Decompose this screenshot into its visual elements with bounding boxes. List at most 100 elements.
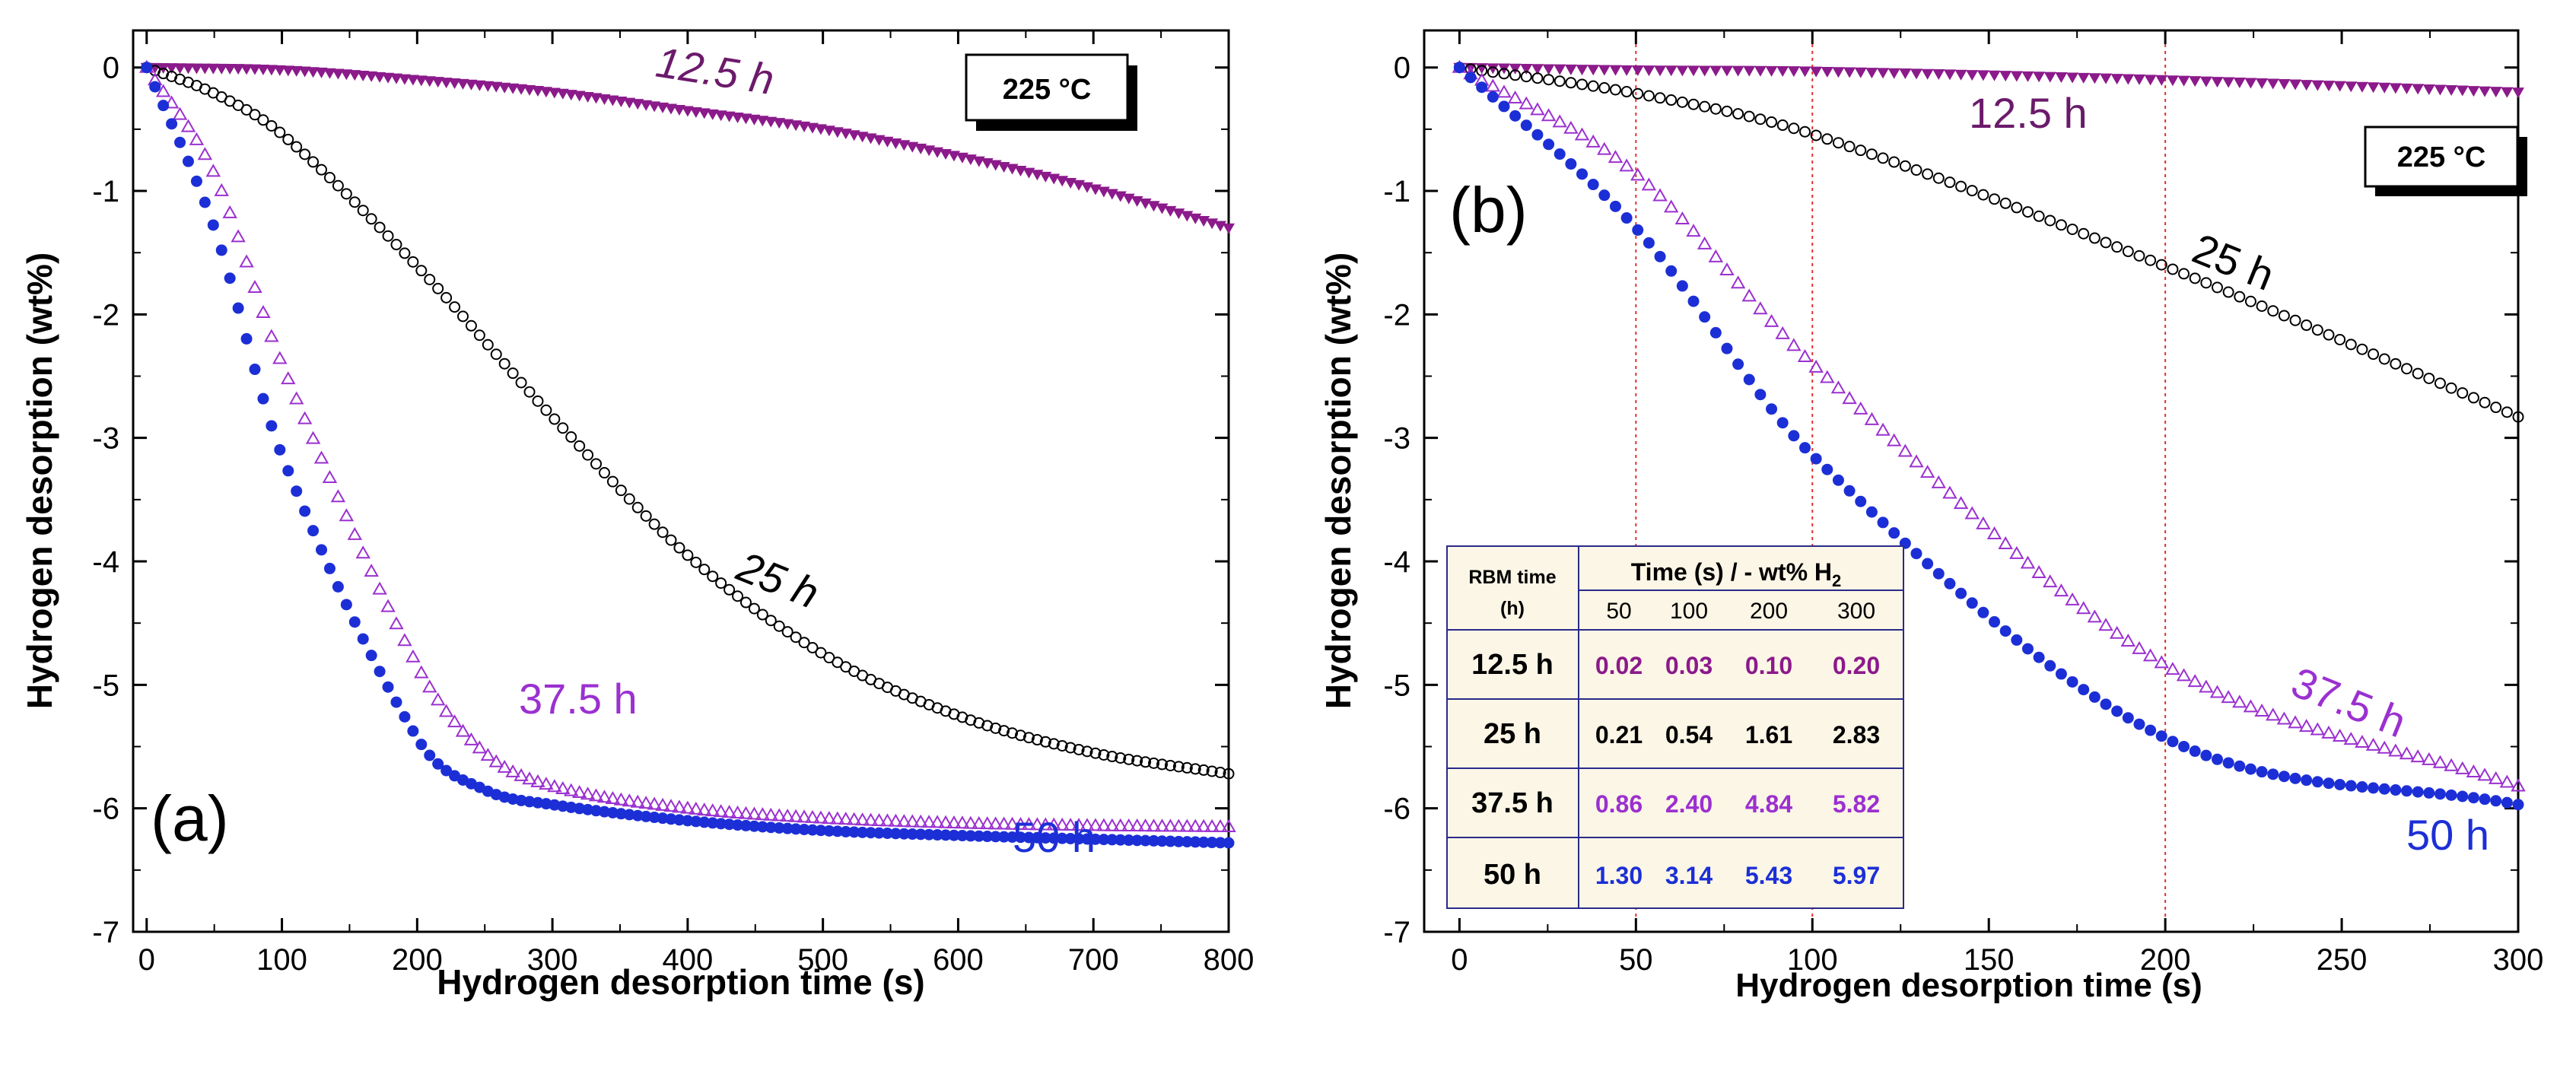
panel-a-series-50-h-point (998, 831, 1010, 843)
panel-b-series-12-5-h-point (2445, 85, 2458, 97)
panel-a-series-37-5-h-point (355, 545, 370, 559)
panel-b-series-12-5-h-point (1977, 70, 1989, 81)
panel-a-series-37-5-h-point (264, 329, 279, 342)
panel-a-x-tick-label: 500 (797, 943, 848, 977)
panel-a-series-37-5-h-point (697, 802, 712, 816)
panel-a-series-50-h-point (790, 823, 802, 835)
panel-a-series-12-5-h-point (390, 73, 402, 84)
panel-a-series-37-5-h-point (447, 714, 463, 728)
panel-a-series-37-5-h-point (430, 692, 446, 706)
panel-a-series-50-h-point (865, 827, 877, 839)
panel-b-series-12-5-h-point (2177, 75, 2190, 87)
panel-b-series-12-5-h-point (2122, 74, 2135, 85)
panel-b-series-50-h-point (2479, 793, 2491, 806)
panel-b-series-12-5-h-point (2278, 79, 2291, 91)
panel-b-series-12-5-h-point (1732, 65, 1744, 77)
panel-a-series-37-5-h-point (397, 633, 412, 647)
panel-a-series-50-h-point (1106, 834, 1118, 846)
panel-a-series-37-5-h-point (738, 806, 754, 819)
panel-a-series-37-5-h-point (497, 759, 512, 773)
panel-a-series-25-h-point (1223, 767, 1235, 780)
panel-a-series-25-h-point (1115, 752, 1127, 764)
panel-a-series-12-5-h-point (731, 113, 744, 124)
panel-b-series-25-h-point (2412, 367, 2424, 380)
panel-a-series-37-5-h-point (189, 132, 205, 145)
panel-a-series-37-5-h-point (647, 796, 662, 810)
panel-b-series-12-5-h-point (1554, 64, 1566, 75)
panel-b-series-25-h-point (2256, 300, 2268, 312)
panel-b-x-tick-label: 150 (1964, 943, 2015, 977)
panel-b-series-37-5-h-point (1541, 108, 1557, 122)
panel-a-series-12-5-h-point (265, 65, 278, 76)
panel-b-series-12-5-h-point (2345, 81, 2358, 93)
panel-b-series-12-5-h-point (1765, 65, 1778, 77)
panel-b-series-25-h-point (1609, 84, 1621, 96)
panel-a-series-25-h-point (806, 642, 819, 654)
panel-a-series-25-h-point (765, 615, 777, 627)
panel-b-series-50-h-point (1709, 326, 1722, 338)
panel-b-series-37-5-h-point (2087, 609, 2103, 623)
panel-a-series-12-5-h-point (323, 68, 336, 79)
panel-b-series-25-h-point (2334, 333, 2346, 345)
panel-a-series-37-5-h-point (1004, 816, 1020, 830)
panel-a-series-50-h-point (648, 812, 660, 824)
panel-a-series-25-h-point (790, 631, 802, 644)
table-cell: 0.03 (1665, 652, 1713, 679)
panel-b-series-50-h-point (2055, 668, 2067, 680)
panel-a-series-37-5-h-point (822, 811, 837, 825)
panel-a-temp-box (965, 53, 1129, 122)
panel-b-series-25-h-point (2011, 202, 2023, 214)
panel-b-series-37-5-h-point (1552, 114, 1567, 128)
panel-a-series-37-5-h-point (463, 732, 479, 745)
panel-a-series-37-5-h-point (488, 754, 504, 767)
panel-b-series-37-5-h-point (2432, 755, 2448, 768)
panel-a-series-37-5-h-point (522, 771, 537, 785)
panel-a-series-50-h-point (1148, 834, 1160, 847)
panel-a-series-25-h-point (1073, 743, 1085, 755)
panel-b-series-25-h-point (2467, 392, 2479, 404)
panel-a-series-12-5-h-point (332, 68, 345, 80)
panel-a-series-50-h-point (1156, 835, 1168, 847)
panel-a-series-25-h-point (323, 172, 336, 184)
panel-a-series-50-h-point (299, 505, 311, 517)
panel-b-x-axis-label: Hydrogen desorption time (s) (1735, 967, 2202, 1004)
panel-a-series-50-h-point (914, 828, 927, 841)
panel-b-series-37-5-h-point (1507, 91, 1523, 104)
panel-a-series-25-h-point (440, 291, 453, 304)
panel-b-series-50-h-point (2011, 634, 2023, 646)
panel-a-series-50-h-point (207, 219, 219, 231)
panel-b-series-50-h-point (2401, 785, 2413, 797)
panel-b-series-25-h-point (1832, 137, 1844, 149)
panel-a-series-25-h-point (582, 449, 594, 461)
panel-a-series-37-5-h-point (913, 814, 928, 828)
panel-b-series-50-h-point (1810, 453, 1822, 465)
panel-b-series-50-h-point (2311, 776, 2323, 788)
panel-a-series-37-5-h-point (505, 764, 520, 777)
panel-a-series-50-h-point (631, 809, 644, 822)
panel-a-series-50-h-point (640, 810, 652, 822)
panel-a-series-25-h-point (1089, 747, 1102, 759)
panel-a-series-50-h-point (182, 155, 194, 167)
panel-a-series-25-h-point (465, 319, 477, 332)
panel-a-x-tick-label: 200 (392, 943, 443, 977)
panel-a-x-tick-label: 300 (527, 943, 578, 977)
panel-b-series-25-h-point (2021, 206, 2034, 218)
panel-a-series (139, 59, 1236, 849)
panel-a-series-50-h-point (1181, 836, 1193, 848)
panel-a-series-12-5-h-point (431, 77, 444, 88)
panel-b-series-37-5-h-point (2488, 771, 2504, 784)
panel-a-series-37-5-h-point (746, 806, 762, 820)
panel-a-x-tick-label: 0 (138, 943, 155, 977)
panel-a-series-12-5-h-point (165, 63, 178, 75)
panel-a-series-50-h-point (323, 562, 336, 574)
panel-b-series-50-h-point (1821, 463, 1833, 475)
panel-b-y-tick-label: -6 (1383, 793, 1410, 826)
panel-b-series-37-5-h-point (2266, 707, 2281, 721)
panel-b-series-12-5-h-point (1676, 65, 1689, 77)
panel-a-series-50-h-point (615, 808, 627, 820)
panel-a-series-50-h-point (898, 828, 910, 840)
panel-a-series-12-5-h-point (249, 64, 261, 75)
panel-a-plot-frame (132, 29, 1230, 933)
panel-a-series-37-5-h-point (571, 785, 587, 799)
panel-b-series-25-h-point (2155, 259, 2167, 271)
